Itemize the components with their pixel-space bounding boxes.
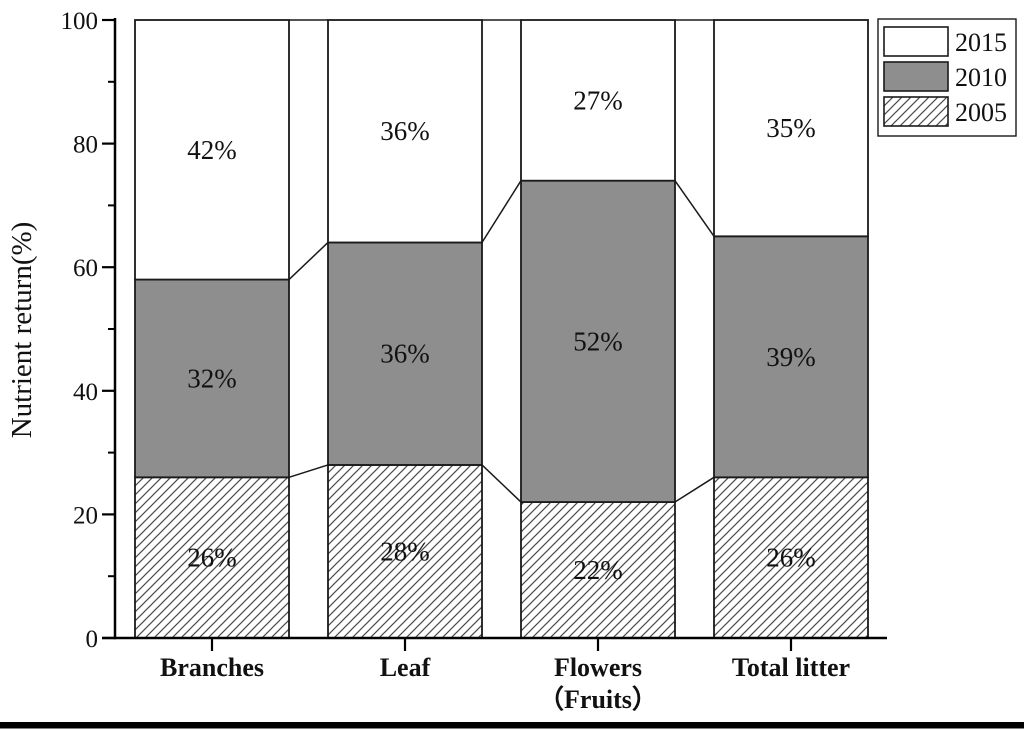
percent-label-2010-branches: 32% (187, 363, 237, 393)
category-label-leaf: Leaf (380, 653, 431, 682)
percent-label-2005-total-litter: 26% (766, 543, 816, 573)
percent-label-2010-total-litter: 39% (766, 342, 816, 372)
percent-label-2015-total-litter: 35% (766, 113, 816, 143)
legend-label-2010: 2010 (955, 63, 1007, 92)
connector-2010-boundary (288, 241, 329, 281)
y-tick-label-40: 40 (73, 379, 98, 406)
legend: 2015 2010 2005 (877, 18, 1017, 137)
y-tick-label-100: 100 (61, 8, 99, 35)
legend-label-2005: 2005 (955, 98, 1007, 127)
category-label-flowers: Flowers (554, 653, 642, 682)
connector-2005-boundary (288, 464, 329, 479)
bar-segment-2015-flowers (520, 19, 676, 182)
bar-segment-2010-flowers (520, 179, 676, 503)
legend-swatch-2005 (883, 96, 949, 127)
percent-label-2015-branches: 42% (187, 135, 237, 165)
bar-segment-2010-leaf (327, 241, 483, 466)
bar-segment-2010-total-litter (713, 235, 869, 479)
percent-label-2010-flowers: 52% (573, 326, 623, 356)
legend-label-2015: 2015 (955, 28, 1007, 57)
percent-label-2005-branches: 26% (187, 543, 237, 573)
percent-label-2005-flowers: 22% (573, 555, 623, 585)
category-sublabel-flowers: （Fruits） (538, 685, 658, 714)
percent-label-2005-leaf: 28% (380, 536, 430, 566)
y-axis-title: Nutrient return(%) (6, 222, 38, 439)
legend-swatch-2015 (883, 26, 949, 57)
category-label-branches: Branches (160, 653, 264, 682)
bar-segment-2015-leaf (327, 19, 483, 244)
percent-label-2010-leaf: 36% (380, 339, 430, 369)
category-label-total-litter: Total litter (732, 653, 850, 682)
legend-swatch-2010 (883, 61, 949, 92)
y-tick-label-60: 60 (73, 255, 98, 282)
connector-2010-boundary (481, 180, 522, 243)
bar-segment-2005-total-litter (713, 476, 869, 639)
y-tick-label-80: 80 (73, 132, 98, 159)
connector-2005-boundary (481, 464, 522, 503)
bottom-rule (0, 722, 1024, 729)
percent-label-2015-leaf: 36% (380, 116, 430, 146)
bar-segment-2010-branches (134, 278, 290, 479)
bar-segment-2015-branches (134, 19, 290, 281)
percent-label-2015-flowers: 27% (573, 85, 623, 115)
bar-segment-2015-total-litter (713, 19, 869, 238)
connector-2010-boundary (674, 180, 715, 237)
connector-2005-boundary (674, 476, 715, 503)
bar-segment-2005-flowers (520, 501, 676, 639)
y-tick-label-0: 0 (86, 626, 99, 653)
y-tick-label-20: 20 (73, 502, 98, 529)
